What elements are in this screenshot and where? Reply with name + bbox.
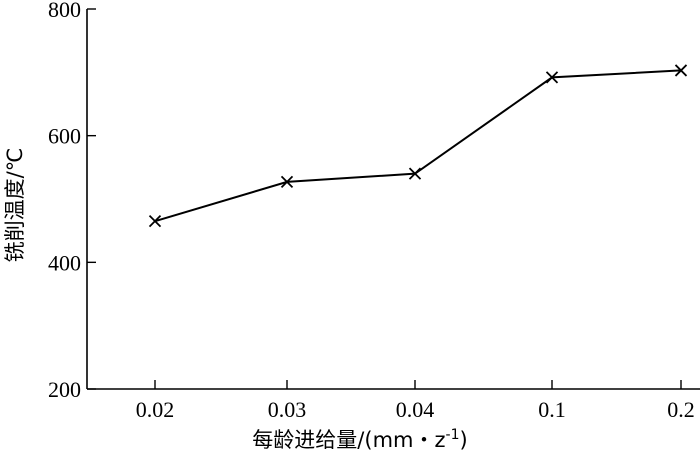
data-point xyxy=(545,71,559,84)
x-axis-title: 每龄进给量/(mm・z-1) xyxy=(252,427,467,452)
x-ticks: 0.02 0.03 0.04 0.1 0.2 xyxy=(136,380,695,422)
series-line xyxy=(154,69,682,223)
y-tick-label: 200 xyxy=(48,377,81,402)
y-tick-label: 600 xyxy=(48,124,81,149)
data-point xyxy=(408,167,422,180)
x-tick-label: 0.04 xyxy=(396,397,435,422)
y-ticks: 200 400 600 800 xyxy=(48,0,96,402)
x-tick-label: 0.03 xyxy=(268,397,307,422)
data-point-stroke xyxy=(148,215,162,228)
y-tick-label: 800 xyxy=(48,0,81,22)
x-tick-label: 0.2 xyxy=(667,397,695,422)
x-axis-title-main: 每龄进给量/(mm・z xyxy=(252,428,445,452)
y-axis-title: 铣削温度/℃ xyxy=(3,148,27,263)
x-axis-title-superscript: -1 xyxy=(446,427,460,443)
data-point-stroke xyxy=(545,71,559,84)
data-point-stroke xyxy=(408,167,422,180)
data-point xyxy=(148,215,162,228)
data-point xyxy=(674,64,688,77)
data-point-stroke xyxy=(674,64,688,77)
x-tick-label: 0.1 xyxy=(538,397,566,422)
axes xyxy=(86,9,700,390)
data-point xyxy=(280,175,294,189)
x-axis-title-close: ) xyxy=(459,428,467,452)
data-point-stroke xyxy=(280,175,294,189)
y-tick-label: 400 xyxy=(48,250,81,275)
series xyxy=(148,64,688,228)
x-tick-label: 0.02 xyxy=(136,397,175,422)
